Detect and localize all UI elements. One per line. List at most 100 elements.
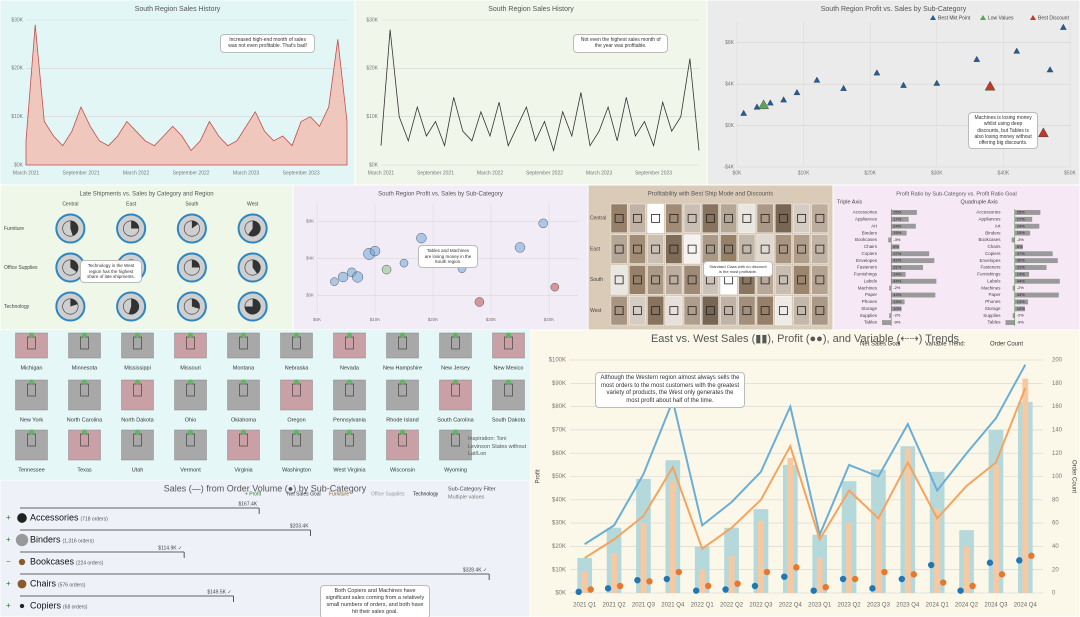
y2-axis-label: Order Count <box>1070 460 1076 493</box>
heat-cell <box>793 234 810 264</box>
heat-cell <box>720 234 737 264</box>
cell-icon <box>687 275 697 285</box>
category-label: Machines <box>981 285 1001 290</box>
x-tick-label: March 2022 <box>123 170 150 176</box>
value-label: 8% <box>893 244 899 249</box>
profit-dot <box>734 580 741 587</box>
profit-dot <box>781 573 788 580</box>
category-label: Supplies <box>860 313 878 318</box>
heat-cell <box>811 234 829 264</box>
state-status <box>347 379 352 385</box>
late-share <box>191 259 200 268</box>
category-label: Bookcases <box>855 237 878 242</box>
ratio-bar <box>1014 230 1031 236</box>
profit-dot <box>851 575 859 583</box>
profit-dot <box>1016 557 1023 564</box>
donut-hole <box>183 220 200 237</box>
status-sign: + <box>6 513 11 522</box>
category-label: Machines <box>858 285 878 290</box>
category-label: Paper <box>988 292 1001 297</box>
x-tick-label: $20K <box>428 317 439 322</box>
row-label: Furniture <box>4 226 24 232</box>
column-label: Central <box>62 201 78 207</box>
y-tick-label: $100K <box>549 358 566 364</box>
state-shape <box>15 429 48 461</box>
profit-dot <box>986 559 994 566</box>
y-tick-label: $0K <box>306 293 314 298</box>
state-status <box>82 379 87 385</box>
cell-icon <box>669 275 679 285</box>
state-name: Washington <box>282 467 311 473</box>
donut-hole <box>244 298 261 315</box>
state-name: Michigan <box>20 365 42 371</box>
value-label: 25% <box>893 210 901 215</box>
state-name: Missouri <box>180 365 200 371</box>
value-label: 15% <box>1017 230 1025 235</box>
annotation: Not even the highest sales month of the … <box>573 34 669 53</box>
data-point <box>1060 23 1067 30</box>
state-shape <box>333 379 366 411</box>
ratio-bar <box>889 313 892 319</box>
state-name: New Jersey <box>441 365 470 371</box>
x-tick-label: September 2022 <box>526 170 563 176</box>
heat-cell <box>756 203 774 233</box>
heat-cell <box>738 203 756 233</box>
state-name: New York <box>20 417 43 423</box>
annotation-box: Both Copiers and Machines have significa… <box>320 585 430 617</box>
x-tick-label: 2023 Q1 <box>808 603 832 609</box>
late-share <box>70 298 78 307</box>
profit-dot <box>998 571 1006 578</box>
legend-label: + Profit <box>245 491 262 497</box>
heat-cell <box>793 203 810 233</box>
state-shape <box>121 429 154 461</box>
state-name: Virginia <box>234 467 253 473</box>
state-status <box>29 332 34 338</box>
category-label: Fasteners <box>980 265 1001 270</box>
state-name: Montana <box>233 365 255 371</box>
cell-icon <box>651 244 661 254</box>
data-point <box>984 80 996 91</box>
y-tick-label: $8K <box>306 219 314 224</box>
legend-label: Best Mkt Point <box>938 15 971 21</box>
value-label: 13% <box>1017 299 1025 304</box>
state-status <box>506 332 511 338</box>
row-label: East <box>590 246 601 252</box>
ratio-bar <box>1014 223 1040 229</box>
ratio-bar <box>891 258 935 264</box>
sales-bar <box>846 523 852 593</box>
ratio-bar <box>891 306 902 312</box>
state-shape <box>492 332 525 359</box>
state-shape <box>439 429 472 461</box>
state-status <box>294 429 299 435</box>
annotation-box: Although the Western region almost alway… <box>595 372 745 408</box>
data-point <box>758 99 769 110</box>
y-tick-label: $90K <box>552 381 566 387</box>
cell-icon <box>778 306 788 316</box>
ratio-bar <box>1014 251 1053 257</box>
state-status <box>400 379 405 385</box>
bubble <box>474 297 485 307</box>
cell-icon <box>705 244 715 254</box>
cell-icon <box>815 244 825 254</box>
heat-cell <box>756 234 774 264</box>
state-status <box>82 429 87 435</box>
ratio-bar <box>891 292 936 298</box>
category-label: Accessories <box>976 210 1001 215</box>
ratio-bar <box>1014 258 1058 264</box>
heat-cell <box>665 296 683 326</box>
group-title: Quadruple Axis <box>961 199 999 205</box>
category-label: Binders <box>985 230 1001 235</box>
heat-cell <box>683 203 701 233</box>
ratio-bar <box>891 251 930 257</box>
category-label: Furnishings <box>854 272 878 277</box>
data-point <box>1038 127 1049 138</box>
x-tick-label: 2024 Q3 <box>984 603 1008 609</box>
order-label: (224 orders) <box>76 560 104 566</box>
x-tick-label: 2022 Q3 <box>749 603 773 609</box>
inspiration-note: Inspiration: Toni Levinson States withou… <box>468 436 527 458</box>
x-tick-label: $40K <box>544 317 555 322</box>
value-label: 24% <box>893 223 901 228</box>
y-tick-label: $40K <box>552 497 566 503</box>
sales-bar <box>640 523 647 593</box>
